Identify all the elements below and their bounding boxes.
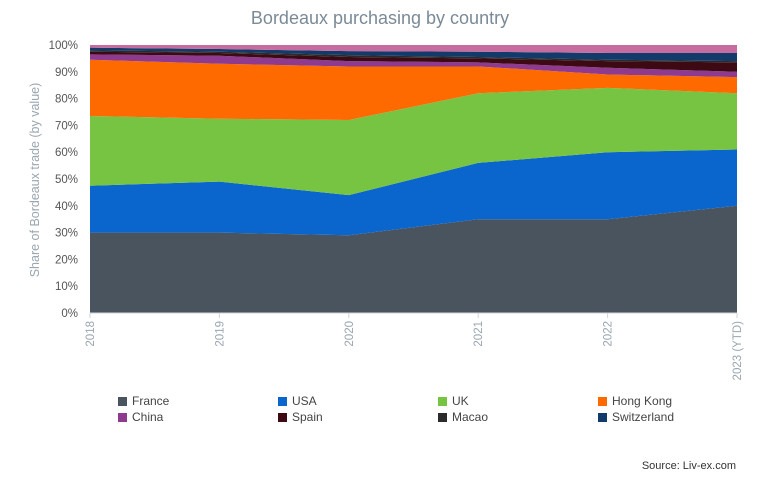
- legend-label: France: [132, 394, 170, 408]
- y-axis-label: Share of Bordeaux trade (by value): [28, 83, 42, 278]
- area-macao: [90, 50, 737, 63]
- source-note: Source: Liv-ex.com: [641, 460, 736, 472]
- x-tick-label: 2022: [603, 321, 615, 347]
- area-uk: [90, 87, 737, 196]
- legend-item-china: China: [118, 410, 163, 424]
- legend-label: UK: [452, 394, 469, 408]
- area-usa: [90, 149, 737, 236]
- legend-item-hong-kong: Hong Kong: [598, 394, 672, 408]
- y-axis: 0% 10% 20% 30% 40% 50% 60% 70% 80% 90% 100%: [49, 40, 78, 320]
- area-france: [90, 205, 737, 313]
- y-tick-label: 70%: [55, 120, 78, 132]
- x-axis: 2018 2019 2020 2021 2022 2023 (YTD): [85, 312, 744, 381]
- legend-swatch: [598, 396, 607, 406]
- x-tick-label: 2023 (YTD): [732, 321, 744, 381]
- y-tick-label: 20%: [55, 254, 78, 266]
- y-tick-label: 90%: [55, 67, 78, 79]
- legend-label: China: [132, 410, 164, 424]
- legend-swatch: [278, 396, 287, 406]
- legend-label: Macao: [452, 410, 489, 424]
- legend-swatch: [438, 412, 447, 422]
- legend-item-macao: Macao: [438, 410, 488, 424]
- legend-item-france: France: [118, 394, 169, 408]
- legend-label: Hong Kong: [612, 394, 673, 408]
- legend-item-uk: UK: [438, 394, 469, 408]
- legend-label: Spain: [292, 410, 323, 424]
- x-tick-label: 2019: [214, 321, 226, 347]
- chart-title: Bordeaux purchasing by country: [251, 8, 509, 28]
- legend-swatch: [118, 396, 127, 406]
- legend-swatch: [598, 412, 607, 422]
- legend-label: USA: [292, 394, 317, 408]
- area-switzerland: [90, 47, 737, 62]
- area-other: [90, 45, 737, 54]
- legend-swatch: [438, 396, 447, 406]
- y-tick-label: 50%: [55, 174, 78, 186]
- y-tick-label: 100%: [49, 40, 78, 52]
- x-tick-label: 2021: [473, 321, 485, 347]
- legend-swatch: [118, 412, 127, 422]
- legend-item-spain: Spain: [278, 410, 323, 424]
- y-tick-label: 10%: [55, 281, 78, 293]
- y-tick-label: 0%: [61, 308, 78, 320]
- legend-label: Switzerland: [612, 410, 675, 424]
- x-tick-label: 2020: [344, 321, 356, 347]
- x-tick-label: 2018: [85, 321, 97, 347]
- y-tick-label: 40%: [55, 201, 78, 213]
- y-tick-label: 80%: [55, 94, 78, 106]
- legend-swatch: [278, 412, 287, 422]
- area-spain: [90, 51, 737, 72]
- y-tick-label: 30%: [55, 228, 78, 240]
- legend-item-usa: USA: [278, 394, 317, 408]
- legend-item-switzerland: Switzerland: [598, 410, 674, 424]
- y-tick-label: 60%: [55, 147, 78, 159]
- area-hong-kong: [90, 59, 737, 121]
- area-china: [90, 54, 737, 78]
- stacked-areas: [90, 45, 737, 313]
